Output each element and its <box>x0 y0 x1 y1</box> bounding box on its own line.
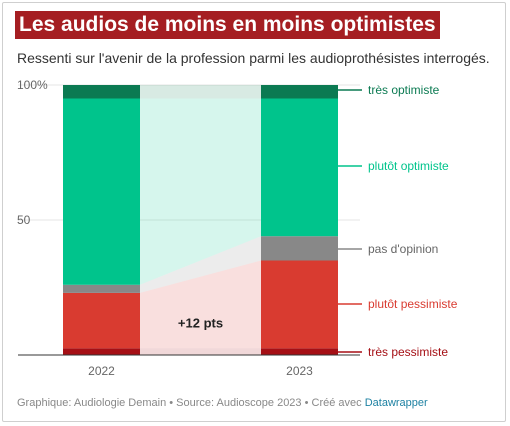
bar-segment <box>261 85 338 99</box>
legend-label: plutôt optimiste <box>368 159 449 173</box>
bar-segment <box>261 348 338 355</box>
x-tick-label: 2022 <box>88 364 115 378</box>
connector-band <box>140 98 261 285</box>
bar-segment <box>261 236 338 261</box>
legend-label: pas d'opinion <box>368 242 438 256</box>
legend-label: plutôt pessimiste <box>368 297 458 311</box>
x-tick-label: 2023 <box>286 364 313 378</box>
bar-segment <box>63 85 140 99</box>
bar-segment <box>261 98 338 237</box>
legend-label: très pessimiste <box>368 345 448 359</box>
connector-band <box>140 236 261 293</box>
bar-segment <box>63 98 140 285</box>
bar-segment <box>63 348 140 355</box>
bar-segment <box>63 284 140 293</box>
connector-band <box>140 85 261 99</box>
chart-subtitle: Ressenti sur l'avenir de la profession p… <box>17 50 490 66</box>
y-tick-label: 50 <box>17 213 31 227</box>
chart-title: Les audios de moins en moins optimistes <box>15 11 440 39</box>
bar-segment <box>261 260 338 349</box>
datawrapper-link[interactable]: Datawrapper <box>364 397 428 409</box>
y-tick-label: 100% <box>17 78 48 92</box>
connector-band <box>140 348 261 355</box>
footer-credits: Graphique: Audiologie Demain • Source: A… <box>17 397 365 409</box>
annotation-label: +12 pts <box>178 316 223 331</box>
chart-footer: Graphique: Audiologie Demain • Source: A… <box>17 397 428 409</box>
legend-label: très optimiste <box>368 83 440 97</box>
bar-segment <box>63 292 140 349</box>
connector-band <box>140 260 261 349</box>
